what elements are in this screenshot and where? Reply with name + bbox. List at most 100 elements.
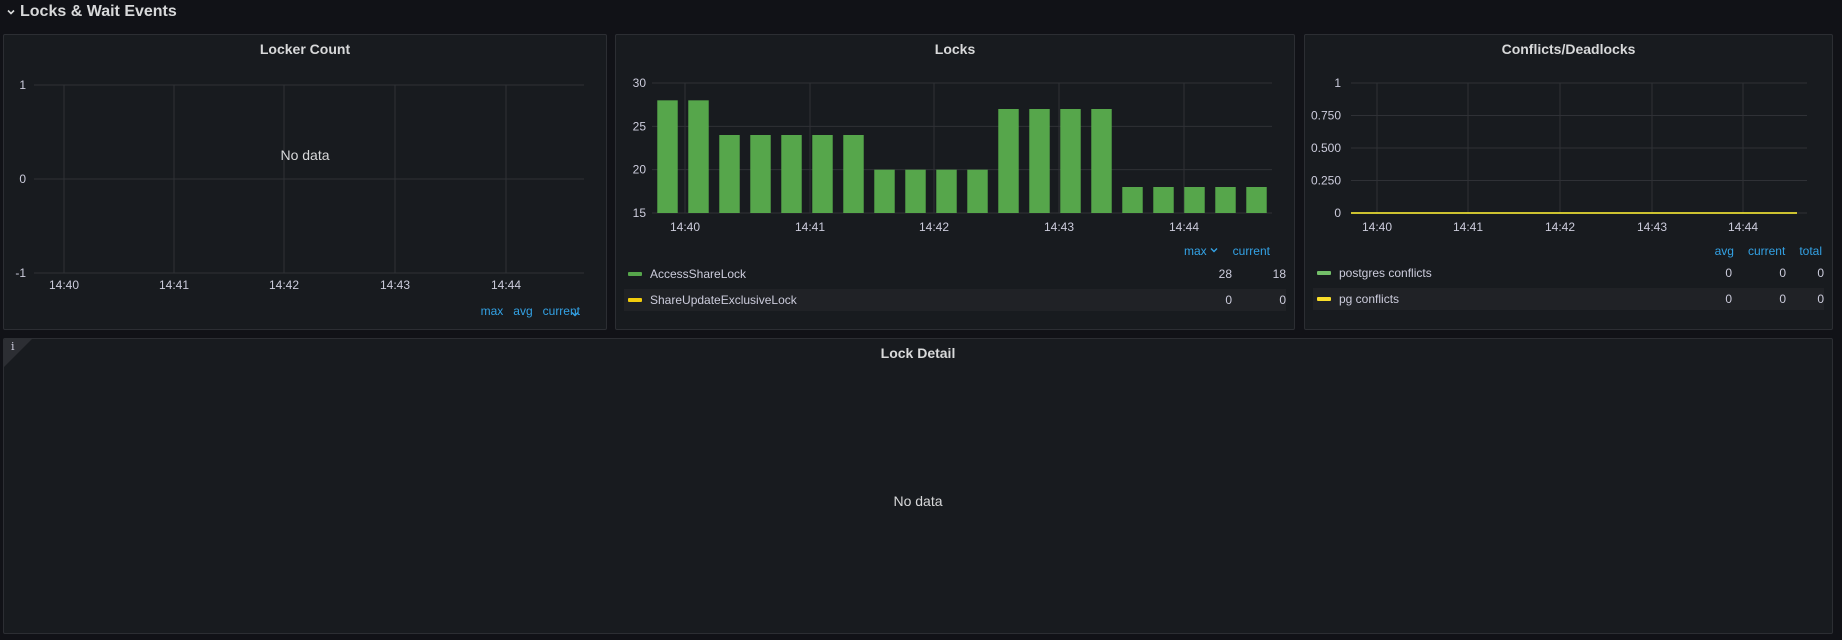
- bar: [1091, 109, 1112, 213]
- row-header-locks-wait-events[interactable]: Locks & Wait Events: [0, 0, 600, 24]
- x-tick-label: 14:43: [1637, 220, 1667, 234]
- legend-value-avg: 0: [1725, 292, 1732, 306]
- y-tick-label: 0.500: [1311, 141, 1341, 155]
- x-tick-label: 14:41: [795, 220, 825, 234]
- bar: [1215, 187, 1236, 213]
- chevron-down-icon[interactable]: [570, 306, 580, 324]
- legend-value-max: 0: [1225, 293, 1232, 307]
- x-tick-label: 14:41: [1453, 220, 1483, 234]
- legend-value-total: 0: [1817, 266, 1824, 280]
- locks-bar-chart: 30 25 20 15 14:40 14:41 14:42 14:43 14:44: [633, 76, 1272, 234]
- legend-sort-avg[interactable]: avg: [1714, 244, 1734, 258]
- legend-sort-total[interactable]: total: [1799, 244, 1822, 258]
- legend-header: avg current total: [1715, 244, 1822, 258]
- bar: [688, 100, 709, 213]
- chevron-down-icon[interactable]: [1209, 244, 1219, 258]
- x-tick-label: 14:40: [1362, 220, 1392, 234]
- legend-sort-avg[interactable]: avg: [513, 304, 533, 318]
- bar: [967, 169, 988, 213]
- legend-header: max current: [1184, 244, 1270, 258]
- series-color-swatch[interactable]: [628, 298, 642, 302]
- bar: [936, 169, 957, 213]
- series-color-swatch[interactable]: [628, 272, 642, 276]
- bar: [1029, 109, 1050, 213]
- legend-value-current: 0: [1779, 292, 1786, 306]
- legend-value-avg: 0: [1725, 266, 1732, 280]
- locker-count-chart: 1 0 -1 14:40 14:41 14:42 14:43 14:44: [15, 78, 584, 292]
- bar: [905, 169, 926, 213]
- row-title: Locks & Wait Events: [20, 3, 177, 20]
- bar: [843, 135, 864, 213]
- x-tick-label: 14:44: [1169, 220, 1199, 234]
- bar: [719, 135, 740, 213]
- y-tick-label: 15: [633, 206, 647, 220]
- legend-value-current: 0: [1279, 293, 1286, 307]
- bar: [998, 109, 1019, 213]
- x-tick-label: 14:40: [49, 278, 79, 292]
- legend-value-max: 28: [1218, 267, 1232, 281]
- x-tick-label: 14:41: [159, 278, 189, 292]
- panel-locker-count[interactable]: Locker Count 1 0 -1 14:40 14:41 14:42 14:43 14:…: [3, 34, 607, 330]
- chevron-down-icon[interactable]: [4, 5, 18, 19]
- legend-item[interactable]: pg conflicts 0 0 0: [1313, 288, 1824, 310]
- y-tick-label: 25: [633, 119, 647, 133]
- y-tick-label: 0.250: [1311, 174, 1341, 188]
- series-color-swatch[interactable]: [1317, 271, 1331, 275]
- legend-series-name[interactable]: ShareUpdateExclusiveLock: [650, 293, 797, 307]
- bar: [1122, 187, 1143, 213]
- x-tick-label: 14:44: [1728, 220, 1758, 234]
- conflicts-line-chart: 1 0.750 0.500 0.250 0 14:40 14:41 14:42 14:43 14:…: [1311, 76, 1807, 234]
- x-tick-label: 14:44: [491, 278, 521, 292]
- bar: [1246, 187, 1267, 213]
- legend-item[interactable]: AccessShareLock 28 18: [624, 263, 1286, 285]
- x-tick-label: 14:43: [380, 278, 410, 292]
- no-data-message: No data: [893, 493, 943, 509]
- panel-conflicts-deadlocks[interactable]: Conflicts/Deadlocks 1 0.750 0.500 0.250 0 14:…: [1304, 34, 1833, 330]
- x-tick-label: 14:40: [670, 220, 700, 234]
- panel-locks[interactable]: Locks 30 25 20 15 14:40 14:41 14:42 14:43 14:44 …: [615, 34, 1295, 330]
- bar: [657, 100, 678, 213]
- bar: [1060, 109, 1081, 213]
- bar: [1153, 187, 1174, 213]
- y-tick-label: 0: [19, 172, 26, 186]
- x-tick-label: 14:42: [269, 278, 299, 292]
- x-tick-label: 14:43: [1044, 220, 1074, 234]
- x-tick-label: 14:42: [919, 220, 949, 234]
- bar: [1184, 187, 1205, 213]
- legend-sort-current[interactable]: current: [542, 304, 580, 318]
- legend-series-name[interactable]: pg conflicts: [1339, 292, 1400, 306]
- bar: [750, 135, 771, 213]
- bar: [781, 135, 802, 213]
- series-color-swatch[interactable]: [1317, 297, 1331, 301]
- bar: [812, 135, 833, 213]
- legend-value-total: 0: [1817, 292, 1824, 306]
- legend-item[interactable]: postgres conflicts 0 0 0: [1313, 262, 1824, 284]
- legend-value-current: 18: [1272, 267, 1286, 281]
- legend-series-name[interactable]: postgres conflicts: [1339, 266, 1432, 280]
- y-tick-label: 1: [1334, 76, 1341, 90]
- y-tick-label: 30: [633, 76, 647, 90]
- x-tick-label: 14:42: [1545, 220, 1575, 234]
- y-tick-label: 1: [19, 78, 26, 92]
- legend-sort-current[interactable]: current: [1232, 244, 1270, 258]
- y-tick-label: 20: [633, 163, 647, 177]
- panel-title[interactable]: Locker Count: [259, 41, 351, 57]
- info-icon[interactable]: i: [11, 340, 15, 353]
- panel-title[interactable]: Lock Detail: [880, 345, 956, 361]
- y-tick-label: 0.750: [1311, 109, 1341, 123]
- legend-sort-max[interactable]: max: [480, 304, 504, 318]
- panel-title[interactable]: Locks: [934, 41, 976, 57]
- y-tick-label: -1: [15, 266, 26, 280]
- legend-value-current: 0: [1779, 266, 1786, 280]
- no-data-message: No data: [280, 147, 330, 163]
- panel-lock-detail[interactable]: i Lock Detail No data: [3, 338, 1833, 634]
- legend-sort-current[interactable]: current: [1747, 244, 1786, 258]
- legend-header: max avg current: [481, 304, 580, 318]
- y-tick-label: 0: [1334, 206, 1341, 220]
- legend-series-name[interactable]: AccessShareLock: [650, 267, 747, 281]
- panel-title[interactable]: Conflicts/Deadlocks: [1501, 41, 1636, 57]
- bar: [874, 169, 895, 213]
- legend-item[interactable]: ShareUpdateExclusiveLock 0 0: [624, 289, 1286, 311]
- panel-info-corner[interactable]: [4, 339, 32, 367]
- legend-sort-max[interactable]: max: [1183, 244, 1207, 258]
